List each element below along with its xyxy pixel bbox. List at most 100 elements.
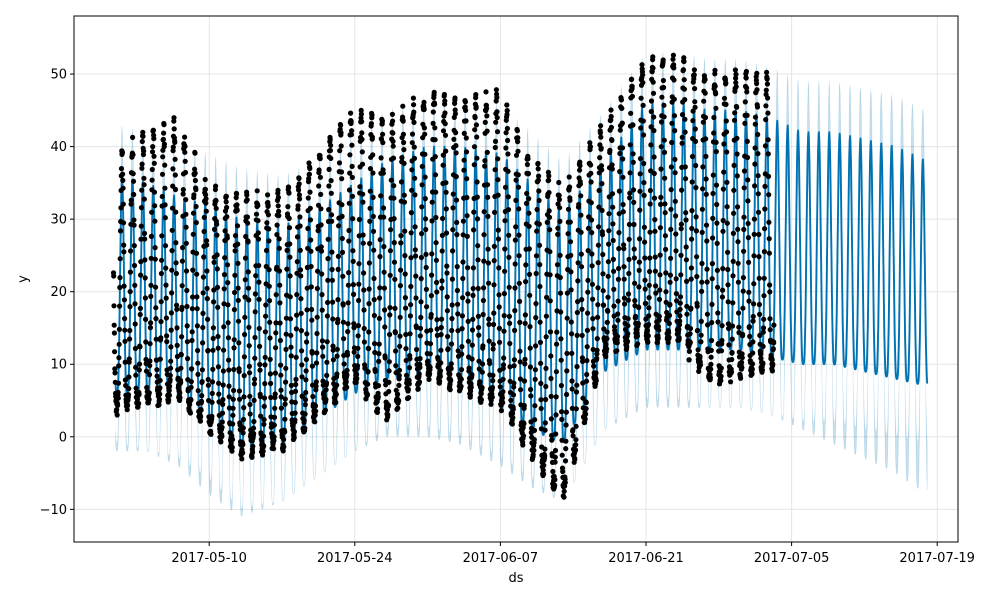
observed-point — [381, 244, 387, 250]
observed-point — [255, 218, 261, 224]
observed-point — [411, 119, 417, 125]
observed-point — [597, 155, 603, 161]
observed-point — [422, 131, 428, 137]
observed-point — [358, 111, 364, 117]
observed-point — [219, 424, 225, 430]
observed-point — [486, 316, 492, 322]
observed-point — [403, 305, 409, 311]
observed-point — [402, 271, 408, 277]
observed-point — [616, 211, 622, 217]
observed-point — [712, 67, 718, 73]
observed-point — [423, 264, 429, 271]
observed-point — [631, 246, 637, 252]
observed-point — [381, 214, 387, 220]
observed-point — [637, 171, 643, 177]
observed-point — [465, 298, 471, 304]
observed-point — [579, 297, 585, 303]
observed-point — [283, 315, 289, 321]
observed-point — [261, 417, 267, 423]
observed-point — [262, 362, 268, 368]
observed-point — [256, 325, 262, 332]
observed-point — [630, 122, 636, 128]
observed-point — [452, 95, 458, 101]
observed-point — [138, 236, 144, 242]
observed-point — [184, 323, 190, 329]
observed-point — [396, 372, 402, 379]
observed-point — [723, 118, 729, 124]
observed-point — [745, 198, 751, 204]
observed-point — [755, 191, 761, 197]
observed-point — [486, 338, 492, 344]
observed-point — [261, 395, 268, 401]
observed-point — [460, 259, 466, 265]
observed-point — [324, 339, 330, 345]
observed-point — [252, 291, 258, 297]
observed-point — [710, 215, 716, 221]
observed-point — [267, 371, 273, 377]
observed-point — [548, 393, 554, 399]
observed-point — [434, 326, 440, 332]
observed-point — [536, 173, 542, 179]
observed-point — [226, 383, 232, 389]
observed-point — [482, 158, 488, 164]
observed-point — [700, 186, 706, 192]
observed-point — [617, 169, 623, 175]
observed-point — [143, 368, 150, 374]
observed-point — [151, 153, 157, 159]
observed-point — [573, 437, 579, 443]
observed-point — [505, 207, 512, 213]
observed-point — [691, 67, 698, 73]
observed-point — [215, 333, 221, 340]
observed-point — [152, 245, 158, 251]
observed-point — [285, 204, 291, 210]
observed-point — [512, 237, 519, 243]
observed-point — [652, 217, 658, 223]
observed-point — [244, 197, 250, 203]
observed-point — [482, 119, 488, 125]
observed-point — [641, 224, 648, 230]
observed-point — [735, 226, 741, 232]
observed-point — [116, 363, 122, 369]
observed-point — [694, 254, 700, 260]
observed-point — [455, 348, 461, 354]
observed-point — [334, 382, 340, 388]
observed-point — [624, 344, 630, 350]
observed-point — [260, 448, 266, 454]
observed-point — [422, 151, 428, 157]
observed-point — [167, 383, 173, 389]
observed-point — [536, 197, 542, 204]
observed-point — [429, 199, 435, 205]
observed-point — [515, 139, 521, 145]
plot-frame — [73, 15, 959, 543]
observed-point — [203, 200, 209, 206]
observed-point — [173, 270, 179, 277]
observed-point — [656, 327, 662, 333]
observed-point — [498, 408, 504, 414]
observed-point — [130, 178, 137, 184]
observed-point — [153, 336, 159, 342]
observed-point — [294, 292, 300, 298]
observed-point — [767, 282, 773, 288]
observed-point — [546, 177, 552, 183]
observed-point — [726, 325, 732, 332]
observed-point — [344, 352, 351, 358]
observed-point — [422, 174, 428, 180]
observed-point — [271, 434, 277, 440]
observed-point — [291, 435, 297, 441]
observed-point — [666, 330, 672, 336]
observed-point — [553, 369, 560, 375]
observed-point — [242, 294, 248, 300]
observed-point — [615, 298, 621, 304]
observed-point — [668, 164, 675, 170]
observed-point — [517, 376, 524, 382]
observed-point — [577, 163, 583, 169]
observed-point — [182, 143, 188, 149]
observed-point — [316, 167, 322, 173]
observed-point — [371, 297, 377, 303]
observed-point — [620, 156, 626, 162]
observed-point — [184, 287, 190, 294]
observed-point — [734, 135, 740, 141]
observed-point — [242, 255, 249, 261]
observed-point — [367, 188, 373, 194]
observed-point — [267, 335, 273, 341]
